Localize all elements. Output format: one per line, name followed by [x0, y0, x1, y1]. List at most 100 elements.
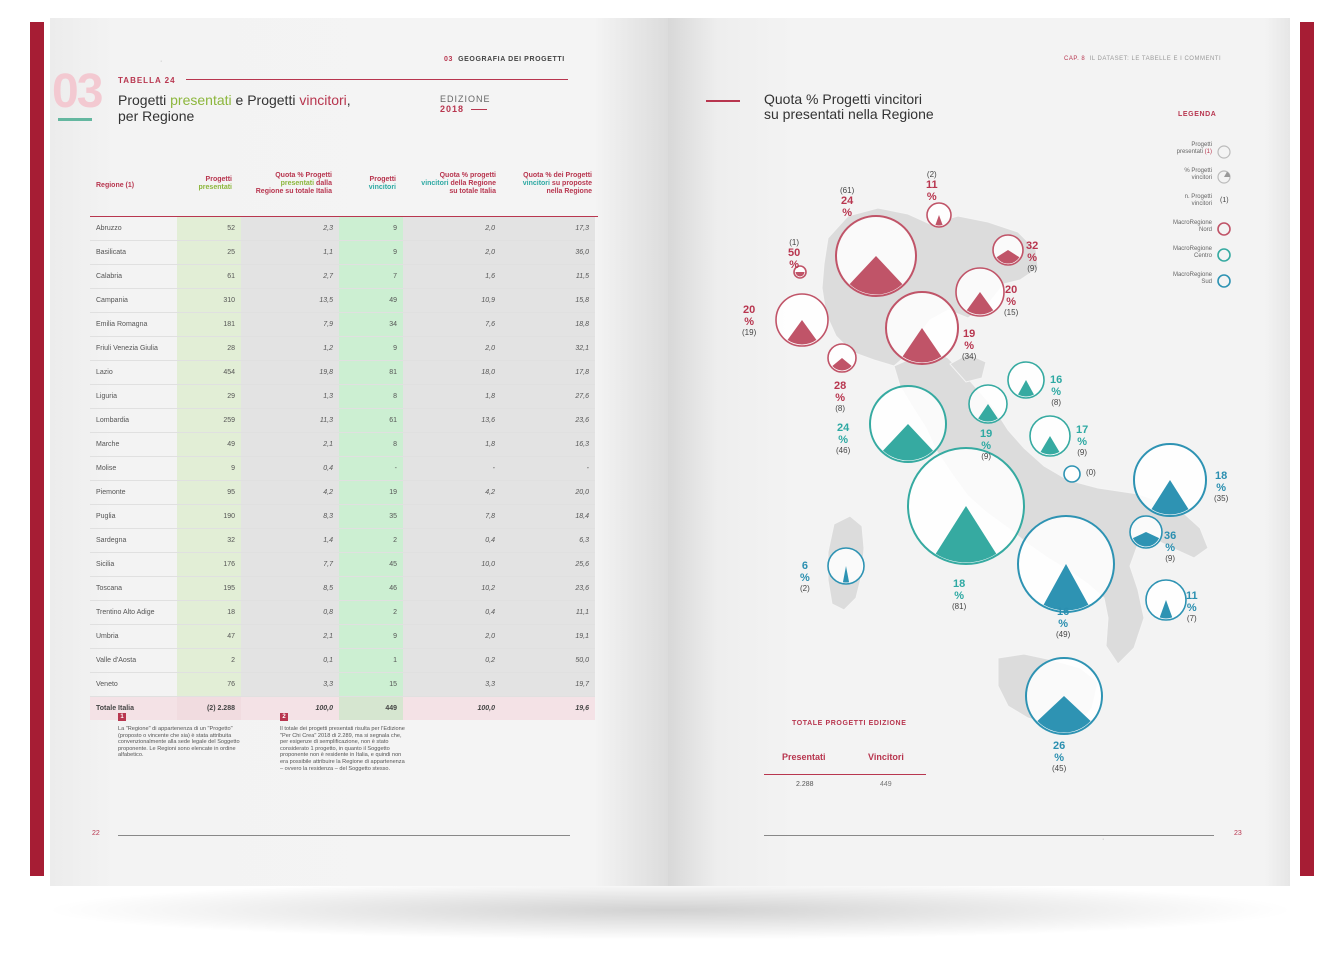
cell-qw: 2,0: [403, 217, 501, 241]
bubble-wedge-piemonte: [787, 320, 817, 345]
bubble-pct-abruzzo: 17 %: [1076, 424, 1089, 448]
right-page-number: 23: [1234, 830, 1242, 837]
bubble-label-valle-aosta: (1) 50 %: [788, 238, 800, 271]
cell-qr: 11,5: [501, 264, 595, 289]
cell-qp: 11,3: [241, 408, 339, 433]
cell-region: Abruzzo: [90, 217, 177, 241]
footnote-2-text: Il totale dei progetti presentati risult…: [280, 726, 405, 772]
cell-qr: 36,0: [501, 240, 595, 265]
cell-pres: 25: [177, 240, 241, 265]
table-row: Emilia Romagna 181 7,9 34 7,6 18,8: [90, 312, 595, 337]
section-header-number: 03: [444, 56, 453, 63]
cell-qw: 0,2: [403, 648, 501, 673]
cell-pres: 18: [177, 600, 241, 625]
bubble-count-piemonte: (19): [742, 328, 757, 337]
cell-qr: 6,3: [501, 528, 595, 553]
bubble-trentino: [926, 202, 952, 228]
cell-win: 34: [339, 312, 403, 337]
chapter-title: IL DATASET: LE TABELLE E I COMMENTI: [1089, 56, 1222, 62]
legend-count-label: n. Progetti vincitori: [1185, 194, 1212, 208]
cell-qw: 3,3: [403, 672, 501, 697]
header-rule: [90, 216, 598, 217]
bubble-label-veneto: 20 % (15): [1004, 284, 1018, 317]
legend-nord-b: Nord: [1198, 227, 1212, 233]
cell-qw: 7,8: [403, 504, 501, 529]
left-footer-rule: [118, 835, 570, 836]
cell-region: Emilia Romagna: [90, 312, 177, 337]
bubble-label-basilicata: 36 % (9): [1164, 530, 1176, 563]
cell-qr: 17,3: [501, 217, 595, 241]
cell-qp: 8,5: [241, 576, 339, 601]
cell-win: 19: [339, 480, 403, 505]
bubble-label-sicilia: 26 % (45): [1052, 740, 1066, 773]
bubble-lazio: [907, 447, 1025, 565]
cell-qw: 10,9: [403, 288, 501, 313]
header-quota-pres-1: Quota % Progetti: [275, 172, 332, 179]
cell-win: 61: [339, 408, 403, 433]
table-row: Valle d'Aosta 2 0,1 1 0,2 50,0: [90, 648, 595, 673]
cell-qp: 2,1: [241, 432, 339, 457]
cell-win: 2: [339, 600, 403, 625]
cell-qw: 13,6: [403, 408, 501, 433]
left-page: · 03 GEOGRAFIA DEI PROGETTI 03 TABELLA 2…: [50, 18, 668, 886]
cell-qw: 100,0: [403, 696, 501, 720]
bubble-wedge-abruzzo: [1040, 436, 1060, 455]
cell-pres: 9: [177, 456, 241, 481]
header-quota-prop-3: nella Regione: [546, 188, 592, 195]
bubble-layer: [775, 202, 1207, 735]
bubble-wedge-calabria: [1159, 600, 1173, 619]
footnote-1-text: La "Regione" di appartenenza di un "Prog…: [118, 726, 240, 759]
table-row: Sardegna 32 1,4 2 0,4 6,3: [90, 528, 595, 553]
cell-region: Calabria: [90, 264, 177, 289]
cell-pres: 176: [177, 552, 241, 577]
legend-nord-a: MacroRegione: [1172, 220, 1212, 226]
bubble-count-campania: (49): [1056, 630, 1071, 639]
bubble-abruzzo: [1029, 415, 1071, 457]
bubble-wedge-marche: [1018, 380, 1034, 397]
bubble-wedge-lazio: [935, 506, 997, 563]
bubble-label-piemonte: 20 % (19): [742, 304, 756, 337]
cell-qr: 32,1: [501, 336, 595, 361]
header-quota-prop-1: Quota % dei Progetti: [523, 172, 592, 179]
cell-qp: 4,2: [241, 480, 339, 505]
table-row: Veneto 76 3,3 15 3,3 19,7: [90, 672, 595, 697]
legend-centro-label: MacroRegione Centro: [1173, 246, 1212, 260]
cell-pres: 454: [177, 360, 241, 385]
bubble-pct-lazio: 18 %: [952, 578, 966, 602]
legend-sud-label: MacroRegione Sud: [1173, 272, 1212, 286]
bubble-wedge-sicilia: [1037, 696, 1091, 733]
bubble-wedge-basilicata: [1132, 532, 1160, 547]
bubble-valle-aosta: [793, 265, 807, 279]
cell-qr: 19,6: [501, 696, 595, 720]
bubble-molise: [1063, 465, 1081, 483]
cell-pres: 32: [177, 528, 241, 553]
totals-rule: [764, 774, 926, 775]
bubble-count-calabria: (7): [1186, 614, 1197, 623]
bubble-label-friuli: 32 % (9): [1026, 240, 1038, 273]
header-quota-proposals: Quota % dei Progetti vincitori su propos…: [500, 172, 592, 196]
cell-qp: 2,7: [241, 264, 339, 289]
cell-region: Campania: [90, 288, 177, 313]
table-row: Toscana 195 8,5 46 10,2 23,6: [90, 576, 595, 601]
bubble-label-sardegna: 6 % (2): [800, 560, 810, 593]
bubble-pct-toscana: 24 %: [836, 422, 850, 446]
cell-qr: 20,0: [501, 480, 595, 505]
edition-year-row: 2018: [440, 104, 491, 114]
bubble-label-toscana: 24 % (46): [836, 422, 850, 455]
right-page: CAP. 8 IL DATASET: LE TABELLE E I COMMEN…: [668, 18, 1290, 886]
bubble-count-liguria: (8): [835, 404, 846, 413]
table-row: Marche 49 2,1 8 1,8 16,3: [90, 432, 595, 457]
bubble-wedge-veneto: [966, 292, 994, 315]
cell-region: Friuli Venezia Giulia: [90, 336, 177, 361]
cell-qw: 2,0: [403, 240, 501, 265]
cell-qw: 4,2: [403, 480, 501, 505]
cell-pres: 29: [177, 384, 241, 409]
table-header: Regione (1) Progetti presentati Quota % …: [90, 170, 598, 218]
legend-share-a: % Progetti: [1184, 168, 1212, 174]
legend-share-icon: [1217, 170, 1231, 184]
cell-pres: 310: [177, 288, 241, 313]
cell-qp: 8,3: [241, 504, 339, 529]
header-quota-pres-3: Regione su totale Italia: [255, 188, 332, 195]
cell-win: 9: [339, 240, 403, 265]
bubble-count-veneto: (15): [1004, 308, 1019, 317]
